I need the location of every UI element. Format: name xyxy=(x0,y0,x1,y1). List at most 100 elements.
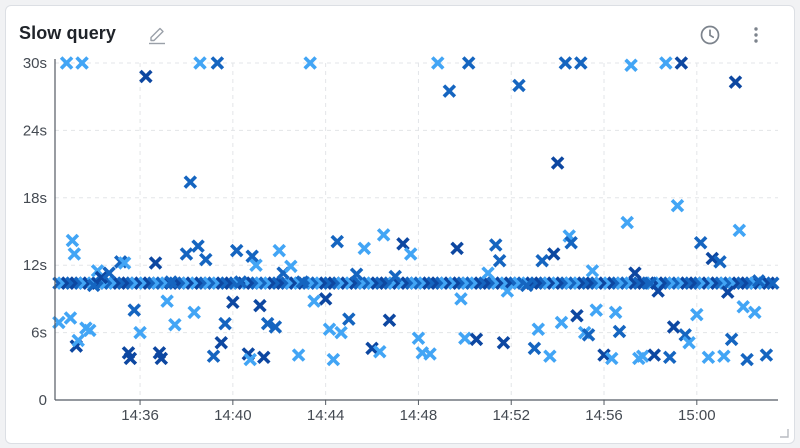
scatter-point xyxy=(243,352,257,367)
x-tick-label: 15:00 xyxy=(678,407,716,424)
scatter-point xyxy=(376,228,391,242)
scatter-point xyxy=(670,198,685,213)
scatter-point xyxy=(651,284,665,298)
scatter-point xyxy=(183,175,198,189)
scatter-point xyxy=(139,69,153,84)
slow-query-panel: Slow query xyxy=(5,5,795,444)
scatter-point xyxy=(574,56,588,70)
scatter-point xyxy=(233,275,248,289)
more-vertical-icon[interactable] xyxy=(746,23,766,47)
scatter-point xyxy=(403,247,418,261)
scatter-point xyxy=(512,78,526,93)
scatter-point xyxy=(117,256,132,270)
scatter-point xyxy=(570,309,584,323)
scatter-point xyxy=(732,223,747,238)
x-tick-label: 14:56 xyxy=(585,407,623,424)
scatter-point xyxy=(193,56,207,70)
scatter-point xyxy=(564,235,578,250)
x-tick-label: 14:52 xyxy=(492,407,530,424)
dense-band xyxy=(52,276,780,290)
y-tick-label: 18s xyxy=(23,190,47,207)
scatter-point xyxy=(102,266,116,280)
scatter-point xyxy=(612,324,627,339)
scatter-point xyxy=(662,350,677,365)
scatter-point xyxy=(75,56,89,70)
x-tick-label: 14:44 xyxy=(307,407,345,424)
scatter-point xyxy=(210,56,225,70)
scatter-point xyxy=(365,341,379,356)
x-tick-label: 14:48 xyxy=(400,407,438,424)
resize-handle-icon[interactable] xyxy=(779,428,789,438)
scatter-point xyxy=(624,58,638,72)
scatter-point xyxy=(543,349,557,363)
scatter-point xyxy=(349,267,364,281)
edit-icon[interactable] xyxy=(146,24,168,46)
scatter-point xyxy=(303,56,317,70)
scatter-point xyxy=(450,241,464,256)
scatter-point xyxy=(458,331,472,345)
scatter-point xyxy=(154,351,169,366)
scatter-point xyxy=(620,215,634,230)
scatter-point xyxy=(148,256,163,270)
scatter-point xyxy=(59,56,74,70)
scatter-point xyxy=(342,312,356,326)
history-icon[interactable] xyxy=(698,23,722,47)
scatter-point xyxy=(713,255,727,269)
y-tick-label: 12s xyxy=(23,257,47,274)
scatter-point xyxy=(291,348,306,362)
scatter-point xyxy=(469,332,484,347)
scatter-point xyxy=(245,249,259,263)
y-tick-label: 0 xyxy=(39,392,47,409)
scatter-point xyxy=(659,56,673,70)
scatter-point xyxy=(647,348,662,362)
scatter-point xyxy=(717,349,731,363)
scatter-point xyxy=(489,238,503,252)
scatter-point xyxy=(454,292,468,306)
scatter-point xyxy=(589,303,604,317)
scatter-point xyxy=(690,307,704,322)
scatter-point xyxy=(71,333,85,348)
scatter-point xyxy=(373,344,387,359)
scatter-point xyxy=(127,303,142,317)
scatter-point xyxy=(334,325,348,340)
scatter-point xyxy=(728,75,743,89)
scatter-point xyxy=(90,264,105,278)
scatter-point xyxy=(724,332,739,347)
scatter-point xyxy=(382,313,397,327)
scatter-point xyxy=(500,284,515,298)
scatter-point xyxy=(318,292,333,306)
scatter-point xyxy=(748,305,762,320)
scatter-point xyxy=(608,305,623,320)
scatter-point xyxy=(678,328,692,342)
scatter-point xyxy=(206,349,221,363)
scatter-point xyxy=(257,350,271,365)
scatter-point xyxy=(214,335,228,350)
scatter-point xyxy=(268,320,283,334)
scatter-point xyxy=(326,352,341,367)
scatter-point xyxy=(605,351,619,366)
scatter-point xyxy=(736,300,750,314)
scatter-point xyxy=(558,56,573,70)
scatter-point xyxy=(535,253,549,268)
y-tick-label: 24s xyxy=(23,122,47,139)
scatter-point xyxy=(199,252,213,267)
y-tick-label: 30s xyxy=(23,55,47,72)
scatter-point xyxy=(63,311,78,325)
scatter-point xyxy=(249,258,263,272)
scatter-point xyxy=(284,259,298,274)
scatter-point xyxy=(682,335,696,350)
scatter-point xyxy=(396,237,410,251)
scatter-point xyxy=(187,305,201,320)
x-tick-label: 14:36 xyxy=(121,407,159,424)
scatter-point xyxy=(751,274,766,288)
scatter-point xyxy=(253,298,267,313)
scatter-point xyxy=(554,315,569,330)
scatter-point xyxy=(597,348,611,362)
scatter-point xyxy=(461,56,476,70)
scatter-point xyxy=(260,316,275,331)
scatter-point xyxy=(330,234,344,249)
scatter-point xyxy=(133,325,147,340)
scatter-point xyxy=(411,331,426,345)
scatter-point xyxy=(481,266,495,280)
scatter-point xyxy=(720,285,735,299)
